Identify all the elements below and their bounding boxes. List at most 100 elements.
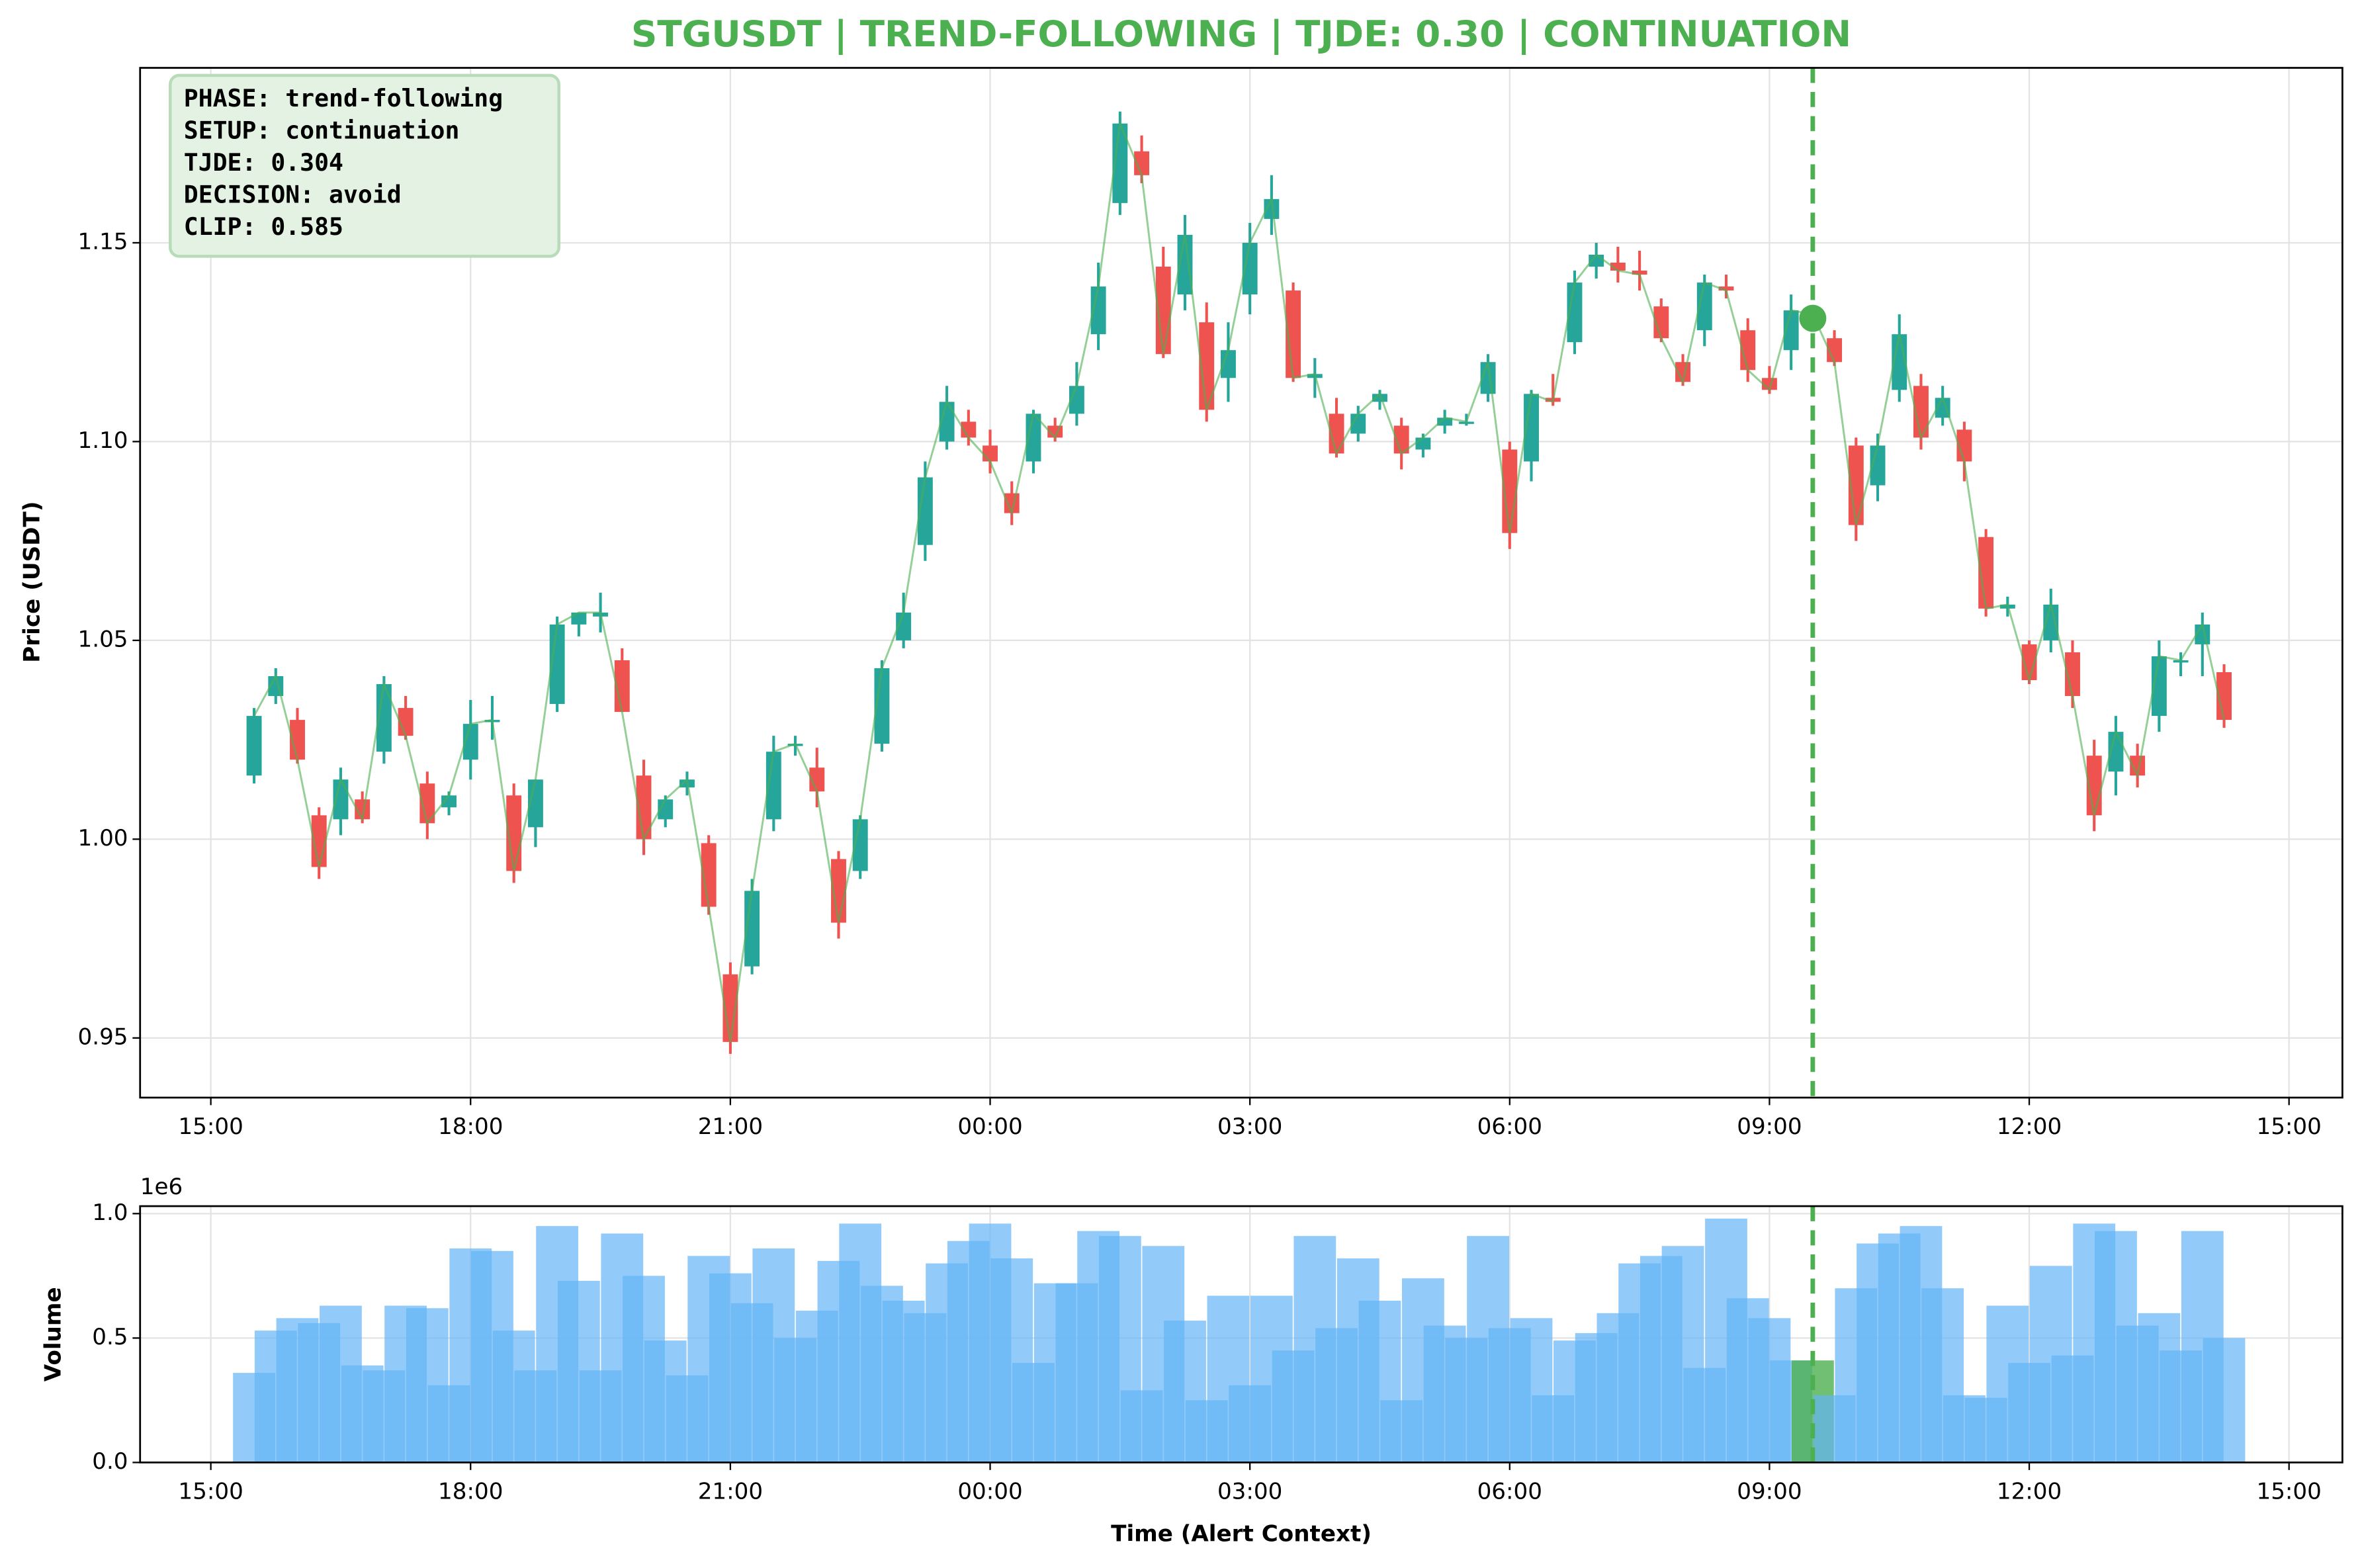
- y-axis-label: Volume: [40, 1287, 66, 1381]
- candle-body: [1242, 242, 1258, 295]
- x-tick-label: 21:00: [698, 1113, 763, 1140]
- x-tick-label: 03:00: [1217, 1113, 1282, 1140]
- annotation-box: [169, 73, 560, 258]
- candle-body: [1372, 394, 1387, 402]
- candle-body: [896, 612, 912, 640]
- candle-body: [1870, 445, 1886, 486]
- candle-body: [1827, 338, 1843, 363]
- candle-body: [1112, 123, 1128, 203]
- candle-body: [1220, 350, 1236, 378]
- candle-body: [1696, 283, 1712, 331]
- x-tick-label: 15:00: [178, 1479, 243, 1505]
- y-tick-label: 0.95: [77, 1024, 128, 1050]
- candle-body: [983, 445, 998, 462]
- candle-body: [809, 767, 825, 792]
- candle-body: [1134, 151, 1150, 175]
- candle-body: [765, 752, 781, 820]
- candle-body: [2021, 644, 2037, 681]
- y-tick-label: 1.10: [77, 427, 128, 454]
- x-tick-label: 21:00: [698, 1479, 763, 1505]
- candle-body: [1393, 425, 1409, 454]
- y-tick-label: 1.0: [92, 1199, 128, 1226]
- candle-body: [917, 477, 933, 545]
- candle-body: [744, 891, 760, 967]
- candle-body: [1458, 421, 1474, 424]
- candle-body: [874, 668, 890, 744]
- candle-body: [2108, 732, 2124, 772]
- candle-body: [2043, 604, 2059, 640]
- x-tick-label: 00:00: [957, 1113, 1022, 1140]
- y-tick-label: 1.05: [77, 626, 128, 652]
- candle-body: [2151, 656, 2167, 717]
- x-tick-label: 15:00: [2256, 1113, 2321, 1140]
- candle-body: [2065, 652, 2080, 697]
- candle-body: [1978, 537, 1994, 609]
- candle-body: [701, 843, 717, 907]
- candle-body: [636, 775, 652, 840]
- x-tick-label: 12:00: [1997, 1479, 2062, 1505]
- candle-body: [549, 624, 565, 705]
- candle-body: [1913, 386, 1929, 438]
- y-tick-label: 1.00: [77, 825, 128, 851]
- x-tick-label: 15:00: [178, 1113, 243, 1140]
- annotation-line: SETUP: continuation: [184, 116, 460, 144]
- annotation-line: CLIP: 0.585: [184, 212, 343, 241]
- annotation-line: TJDE: 0.304: [184, 148, 343, 177]
- y-tick-label: 0.5: [92, 1324, 128, 1350]
- candle-body: [1632, 271, 1647, 275]
- alert-marker: [1799, 304, 1827, 332]
- candle-body: [246, 716, 262, 776]
- candle-body: [1740, 330, 1756, 370]
- y-axis-label: Price (USDT): [19, 501, 46, 663]
- candle-body: [1177, 234, 1193, 295]
- candle-body: [1567, 283, 1583, 343]
- candle-body: [1264, 198, 1280, 219]
- annotation-line: DECISION: avoid: [184, 181, 402, 209]
- x-tick-label: 06:00: [1477, 1113, 1542, 1140]
- candle-body: [1090, 286, 1106, 335]
- candle-body: [1653, 306, 1669, 339]
- x-tick-label: 09:00: [1737, 1479, 1802, 1505]
- candle-body: [333, 779, 349, 820]
- candle-body: [2216, 672, 2232, 720]
- chart-title: STGUSDT | TREND-FOLLOWING | TJDE: 0.30 |…: [631, 13, 1851, 56]
- annotation: PHASE: trend-following SETUP: continuatio…: [169, 73, 560, 258]
- offset-label: 1e6: [140, 1174, 183, 1200]
- candle-body: [961, 421, 977, 438]
- x-tick-label: 06:00: [1477, 1479, 1542, 1505]
- candle-body: [1848, 445, 1864, 525]
- candle-body: [1329, 414, 1344, 454]
- axes-frame: [139, 1205, 2343, 1463]
- y-tick-label: 1.15: [77, 228, 128, 255]
- volume-bar: [2203, 1338, 2246, 1463]
- annotation-line: PHASE: trend-following: [184, 84, 503, 112]
- candle-body: [1718, 286, 1734, 291]
- candle-body: [1956, 429, 1972, 462]
- candle-body: [462, 724, 478, 760]
- candle-body: [722, 974, 738, 1042]
- candle-body: [571, 612, 587, 625]
- close-line: [253, 120, 2225, 1043]
- x-tick-label: 00:00: [957, 1479, 1022, 1505]
- x-tick-label: 12:00: [1997, 1113, 2062, 1140]
- x-axis-label: Time (Alert Context): [1111, 1520, 1372, 1547]
- candle-body: [1437, 417, 1453, 426]
- candle-body: [1524, 394, 1539, 462]
- candle-body: [2173, 660, 2189, 663]
- y-tick-label: 0.0: [92, 1448, 128, 1475]
- candle-body: [1415, 437, 1431, 450]
- x-tick-label: 18:00: [438, 1113, 503, 1140]
- x-tick-label: 09:00: [1737, 1113, 1802, 1140]
- axes-frame: [139, 67, 2343, 1099]
- x-tick-label: 03:00: [1217, 1479, 1282, 1505]
- candle-body: [2130, 756, 2146, 776]
- candle-body: [1286, 290, 1301, 378]
- x-tick-label: 15:00: [2256, 1479, 2321, 1505]
- candle-body: [852, 819, 868, 871]
- x-tick-label: 18:00: [438, 1479, 503, 1505]
- candle-body: [1026, 414, 1041, 462]
- candle-body: [376, 684, 392, 752]
- candle-body: [1199, 322, 1215, 410]
